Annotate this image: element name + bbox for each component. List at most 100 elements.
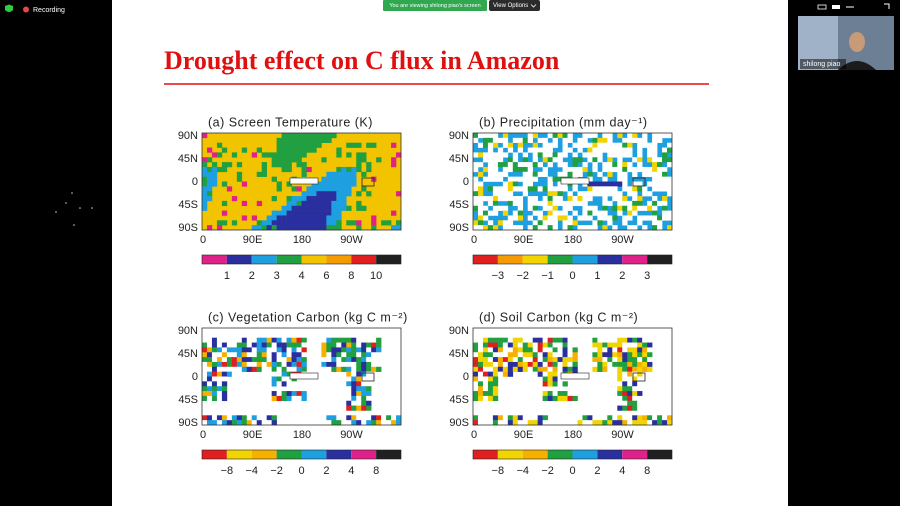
map-cell	[637, 186, 643, 192]
chevron	[530, 4, 537, 8]
map-cell	[376, 357, 382, 363]
map-cell	[271, 162, 277, 168]
map-cell	[296, 133, 302, 139]
map-cell	[356, 376, 362, 382]
map-cell	[537, 215, 543, 221]
map-cell	[597, 157, 603, 163]
toolbar-icons[interactable]	[817, 3, 890, 10]
map-cell	[251, 352, 258, 358]
view-options-label: View Options	[493, 3, 528, 9]
map-cell	[512, 200, 519, 207]
map-cell	[251, 415, 258, 421]
map-cell	[241, 361, 248, 368]
map-cell	[336, 166, 342, 173]
map-frame	[201, 327, 402, 426]
colorbar-label: −1	[541, 270, 554, 282]
map-cell	[612, 366, 618, 372]
map-cell	[592, 210, 598, 216]
map-cell	[271, 337, 277, 343]
recording-indicator[interactable]: Recording	[5, 4, 65, 14]
map-cell	[487, 347, 494, 353]
map	[201, 132, 402, 231]
map-cell	[547, 181, 553, 187]
map-cell	[351, 366, 357, 372]
map-cell	[341, 415, 347, 421]
map-cell	[361, 186, 367, 192]
map-cell	[477, 415, 484, 421]
map-cell	[321, 205, 327, 211]
map-cell	[627, 137, 633, 143]
map-cell	[216, 142, 223, 148]
colorbar-label: 2	[619, 270, 625, 282]
map-cell	[473, 196, 479, 202]
map-cell	[617, 395, 623, 402]
map-cell	[482, 166, 489, 173]
map-cell	[336, 215, 342, 221]
map-cell	[346, 366, 352, 372]
map-cell	[592, 220, 598, 226]
map-cell	[331, 361, 337, 368]
view-options[interactable]: View Options	[489, 0, 540, 11]
participant-video[interactable]: shilong piao	[798, 16, 894, 70]
map-cell	[657, 225, 663, 231]
map-cell	[527, 147, 533, 153]
map-cell	[346, 181, 352, 187]
map-cell	[241, 415, 248, 421]
map-cell	[326, 337, 332, 343]
map-cell	[371, 337, 377, 343]
map-cell	[366, 142, 372, 148]
map-cell	[567, 391, 573, 397]
map-cell	[542, 415, 548, 421]
map-cell	[356, 386, 362, 392]
map-cell	[356, 415, 362, 421]
map-cell	[376, 342, 382, 348]
map-cell	[572, 166, 578, 173]
map-cell	[582, 205, 588, 211]
map-cell	[202, 381, 208, 387]
map-cell	[617, 376, 623, 382]
map-cell	[512, 162, 519, 168]
map-cell	[482, 420, 489, 426]
map-cell	[256, 171, 262, 177]
map-cell	[316, 137, 322, 143]
map-cell	[617, 210, 623, 216]
map-cell	[296, 391, 302, 397]
map-cell	[567, 196, 573, 202]
map-cell	[321, 337, 327, 343]
map-cell	[602, 347, 608, 353]
map-cell	[557, 376, 563, 382]
map-cell	[341, 342, 347, 348]
map-cell	[291, 200, 297, 207]
lat-label: 90S	[449, 417, 469, 429]
map-cell	[632, 196, 638, 202]
map-cell	[662, 205, 668, 211]
map-cell	[642, 186, 648, 192]
map-cell	[647, 366, 653, 372]
map-cell	[577, 147, 583, 153]
map-cell	[517, 342, 524, 348]
map-cell	[552, 210, 558, 216]
map-cell	[652, 415, 658, 421]
map-cell	[667, 186, 673, 192]
map-cell	[291, 186, 297, 192]
map-cell	[276, 347, 282, 353]
map-cell	[276, 137, 282, 143]
map-cell	[652, 171, 658, 177]
map-cell	[211, 361, 218, 368]
map-cell	[231, 357, 238, 363]
map-cell	[326, 415, 332, 421]
map-cell	[492, 210, 499, 216]
map-cell	[567, 357, 573, 363]
map-cell	[642, 133, 648, 139]
lon-label: 90W	[611, 429, 634, 441]
map-cell	[211, 162, 218, 168]
map-cell	[221, 347, 228, 353]
map-cell	[473, 137, 479, 143]
map-cell	[346, 415, 352, 421]
map-cell	[241, 366, 248, 372]
map-cell	[547, 371, 553, 377]
map-cell	[632, 157, 638, 163]
colorbar-segment	[351, 255, 377, 264]
map-cell	[366, 166, 372, 173]
map-cell	[376, 157, 382, 163]
